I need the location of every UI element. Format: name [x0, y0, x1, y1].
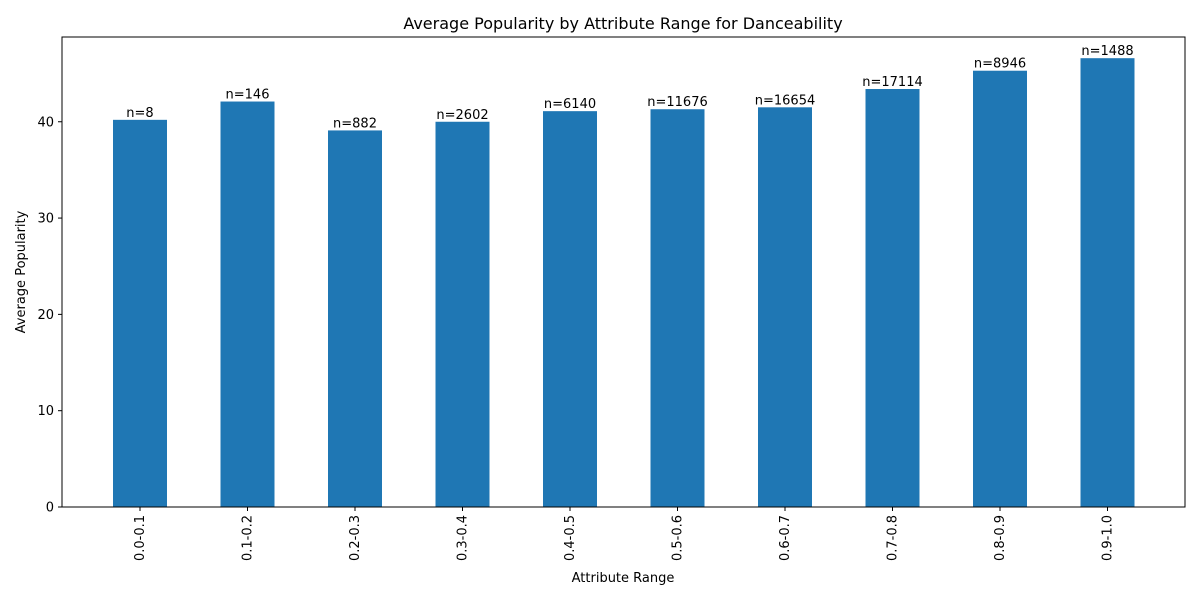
x-tick-label: 0.0-0.1	[133, 515, 148, 561]
y-tick-label: 20	[37, 308, 54, 323]
bar-0.8-0.9	[973, 70, 1027, 507]
y-axis-ticks: 0 10 20 30 40	[37, 115, 62, 516]
y-tick-label: 0	[46, 501, 54, 516]
bar-0.1-0.2	[220, 101, 275, 507]
chart-title: Average Popularity by Attribute Range fo…	[403, 14, 842, 33]
bar-data-label: n=8	[126, 106, 153, 121]
plot-frame	[61, 36, 1186, 508]
bar-0.4-0.5	[543, 111, 597, 507]
x-tick-label: 0.3-0.4	[456, 515, 471, 561]
bar-data-label: n=1488	[1081, 44, 1133, 59]
y-tick-label: 30	[37, 212, 54, 227]
x-tick-label: 0.4-0.5	[563, 515, 578, 561]
bar-0.9-1.0	[1080, 58, 1135, 507]
bar-data-label: n=16654	[755, 93, 816, 108]
x-tick-label: 0.9-1.0	[1101, 515, 1116, 561]
x-axis-label: Attribute Range	[572, 571, 675, 586]
bar-0.7-0.8	[865, 89, 920, 508]
x-tick-label: 0.7-0.8	[886, 515, 901, 561]
data-labels-group: n=8 n=146 n=882 n=2602 n=6140 n=11676 n=16654 n…	[126, 44, 1133, 131]
bar-data-label: n=8946	[974, 57, 1026, 72]
bar-0.6-0.7	[758, 107, 812, 508]
bar-data-label: n=11676	[647, 95, 708, 110]
bar-data-label: n=2602	[436, 108, 488, 123]
x-tick-label: 0.6-0.7	[778, 515, 793, 561]
bar-data-label: n=882	[333, 116, 377, 131]
bar-0.2-0.3	[328, 130, 382, 508]
y-tick-label: 10	[37, 404, 54, 419]
bar-data-label: n=17114	[862, 75, 923, 90]
x-tick-label: 0.5-0.6	[671, 515, 686, 561]
x-tick-label: 0.1-0.2	[241, 515, 256, 561]
bars-group	[113, 58, 1135, 508]
x-tick-label: 0.2-0.3	[348, 515, 363, 561]
x-tick-label: 0.8-0.9	[993, 515, 1008, 561]
y-axis-label: Average Popularity	[14, 210, 29, 333]
bar-0.0-0.1	[113, 119, 167, 507]
bar-0.5-0.6	[650, 109, 705, 507]
bar-data-label: n=6140	[544, 97, 596, 112]
bar-0.3-0.4	[435, 121, 490, 508]
bar-data-label: n=146	[226, 88, 270, 103]
y-tick-label: 40	[37, 115, 54, 130]
x-axis-ticks: 0.0-0.1 0.1-0.2 0.2-0.3 0.3-0.4 0.4-0.5 0.5-0…	[133, 507, 1116, 561]
